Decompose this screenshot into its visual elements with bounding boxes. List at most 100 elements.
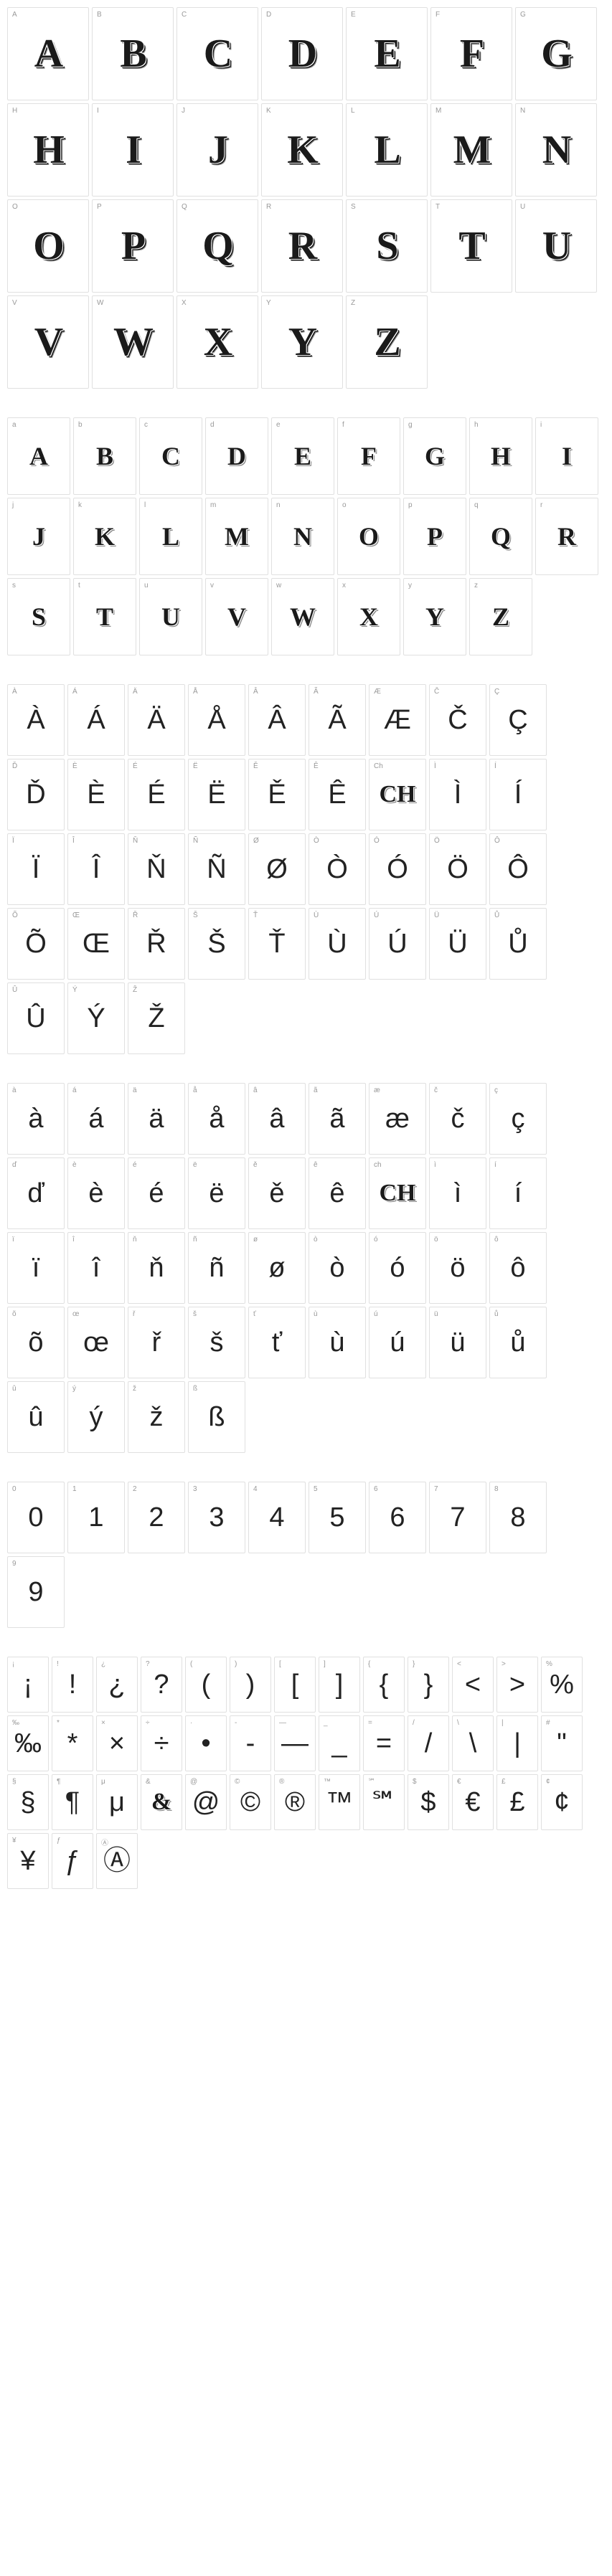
glyph-cell[interactable]: ‰‰	[7, 1715, 49, 1771]
glyph-cell[interactable]: šš	[188, 1307, 245, 1378]
glyph-cell[interactable]: OO	[7, 199, 89, 293]
glyph-cell[interactable]: œœ	[67, 1307, 125, 1378]
glyph-cell[interactable]: \\	[452, 1715, 494, 1771]
glyph-cell[interactable]: }}	[408, 1657, 449, 1713]
glyph-cell[interactable]: 11	[67, 1482, 125, 1553]
glyph-cell[interactable]: ññ	[188, 1232, 245, 1304]
glyph-cell[interactable]: PP	[92, 199, 174, 293]
glyph-cell[interactable]: WW	[92, 295, 174, 389]
glyph-cell[interactable]: gG	[403, 417, 466, 495]
glyph-cell[interactable]: ØØ	[248, 833, 306, 905]
glyph-cell[interactable]: ££	[496, 1774, 538, 1830]
glyph-cell[interactable]: ÝÝ	[67, 982, 125, 1054]
glyph-cell[interactable]: ®®	[274, 1774, 316, 1830]
glyph-cell[interactable]: &&	[141, 1774, 182, 1830]
glyph-cell[interactable]: ·•	[185, 1715, 227, 1771]
glyph-cell[interactable]: lL	[139, 498, 202, 575]
glyph-cell[interactable]: žž	[128, 1381, 185, 1453]
glyph-cell[interactable]: kK	[73, 498, 136, 575]
glyph-cell[interactable]: 44	[248, 1482, 306, 1553]
glyph-cell[interactable]: ==	[363, 1715, 405, 1771]
glyph-cell[interactable]: bB	[73, 417, 136, 495]
glyph-cell[interactable]: SS	[346, 199, 428, 293]
glyph-cell[interactable]: ÁÁ	[67, 684, 125, 756]
glyph-cell[interactable]: ææ	[369, 1083, 426, 1155]
glyph-cell[interactable]: ôô	[489, 1232, 547, 1304]
glyph-cell[interactable]: êê	[309, 1157, 366, 1229]
glyph-cell[interactable]: mM	[205, 498, 268, 575]
glyph-cell[interactable]: QQ	[176, 199, 258, 293]
glyph-cell[interactable]: ™™	[319, 1774, 360, 1830]
glyph-cell[interactable]: RR	[261, 199, 343, 293]
glyph-cell[interactable]: NN	[515, 103, 597, 196]
glyph-cell[interactable]: UU	[515, 199, 597, 293]
glyph-cell[interactable]: ãã	[309, 1083, 366, 1155]
glyph-cell[interactable]: yY	[403, 578, 466, 655]
glyph-cell[interactable]: EE	[346, 7, 428, 100]
glyph-cell[interactable]: 55	[309, 1482, 366, 1553]
glyph-cell[interactable]: üü	[429, 1307, 486, 1378]
glyph-cell[interactable]: óó	[369, 1232, 426, 1304]
glyph-cell[interactable]: nN	[271, 498, 334, 575]
glyph-cell[interactable]: KK	[261, 103, 343, 196]
glyph-cell[interactable]: **	[52, 1715, 93, 1771]
glyph-cell[interactable]: ¢¢	[541, 1774, 583, 1830]
glyph-cell[interactable]: %%	[541, 1657, 583, 1713]
glyph-cell[interactable]: ŘŘ	[128, 908, 185, 980]
glyph-cell[interactable]: LL	[346, 103, 428, 196]
glyph-cell[interactable]: ûû	[7, 1381, 65, 1453]
glyph-cell[interactable]: zZ	[469, 578, 532, 655]
glyph-cell[interactable]: čč	[429, 1083, 486, 1155]
glyph-cell[interactable]: II	[92, 103, 174, 196]
glyph-cell[interactable]: õõ	[7, 1307, 65, 1378]
glyph-cell[interactable]: GG	[515, 7, 597, 100]
glyph-cell[interactable]: ËË	[188, 759, 245, 830]
glyph-cell[interactable]: çç	[489, 1083, 547, 1155]
glyph-cell[interactable]: ŤŤ	[248, 908, 306, 980]
glyph-cell[interactable]: hH	[469, 417, 532, 495]
glyph-cell[interactable]: YY	[261, 295, 343, 389]
glyph-cell[interactable]: ÈÈ	[67, 759, 125, 830]
glyph-cell[interactable]: €€	[452, 1774, 494, 1830]
glyph-cell[interactable]: tT	[73, 578, 136, 655]
glyph-cell[interactable]: ěě	[248, 1157, 306, 1229]
glyph-cell[interactable]: ùù	[309, 1307, 366, 1378]
glyph-cell[interactable]: $$	[408, 1774, 449, 1830]
glyph-cell[interactable]: wW	[271, 578, 334, 655]
glyph-cell[interactable]: XX	[176, 295, 258, 389]
glyph-cell[interactable]: FF	[430, 7, 512, 100]
glyph-cell[interactable]: ĚĚ	[248, 759, 306, 830]
glyph-cell[interactable]: ÅÅ	[188, 684, 245, 756]
glyph-cell[interactable]: dD	[205, 417, 268, 495]
glyph-cell[interactable]: ¿¿	[96, 1657, 138, 1713]
glyph-cell[interactable]: ëë	[188, 1157, 245, 1229]
glyph-cell[interactable]: xX	[337, 578, 400, 655]
glyph-cell[interactable]: ÔÔ	[489, 833, 547, 905]
glyph-cell[interactable]: ÂÂ	[248, 684, 306, 756]
glyph-cell[interactable]: ůů	[489, 1307, 547, 1378]
glyph-cell[interactable]: {{	[363, 1657, 405, 1713]
glyph-cell[interactable]: 00	[7, 1482, 65, 1553]
glyph-cell[interactable]: [[	[274, 1657, 316, 1713]
glyph-cell[interactable]: AA	[7, 7, 89, 100]
glyph-cell[interactable]: ]]	[319, 1657, 360, 1713]
glyph-cell[interactable]: !!	[52, 1657, 93, 1713]
glyph-cell[interactable]: ⒶⒶ	[96, 1833, 138, 1889]
glyph-cell[interactable]: áá	[67, 1083, 125, 1155]
glyph-cell[interactable]: >>	[496, 1657, 538, 1713]
glyph-cell[interactable]: ℠℠	[363, 1774, 405, 1830]
glyph-cell[interactable]: rR	[535, 498, 598, 575]
glyph-cell[interactable]: //	[408, 1715, 449, 1771]
glyph-cell[interactable]: ýý	[67, 1381, 125, 1453]
glyph-cell[interactable]: ??	[141, 1657, 182, 1713]
glyph-cell[interactable]: ìì	[429, 1157, 486, 1229]
glyph-cell[interactable]: qQ	[469, 498, 532, 575]
glyph-cell[interactable]: ——	[274, 1715, 316, 1771]
glyph-cell[interactable]: ZZ	[346, 295, 428, 389]
glyph-cell[interactable]: øø	[248, 1232, 306, 1304]
glyph-cell[interactable]: iI	[535, 417, 598, 495]
glyph-cell[interactable]: jJ	[7, 498, 70, 575]
glyph-cell[interactable]: ŒŒ	[67, 908, 125, 980]
glyph-cell[interactable]: ©©	[230, 1774, 271, 1830]
glyph-cell[interactable]: ÚÚ	[369, 908, 426, 980]
